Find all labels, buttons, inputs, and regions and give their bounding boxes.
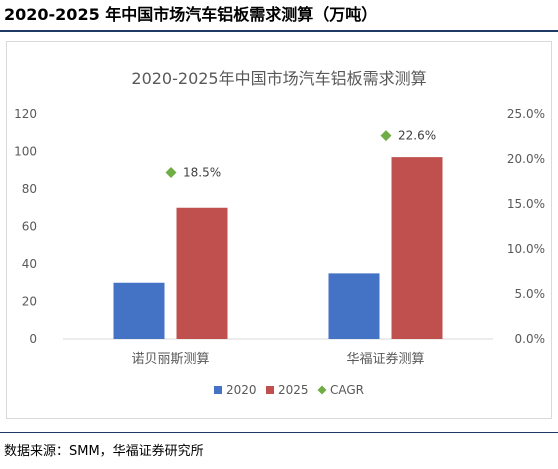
right-tick-label: 0.0%: [515, 332, 546, 346]
right-tick-label: 5.0%: [515, 287, 546, 301]
category-label: 诺贝丽斯测算: [131, 352, 209, 367]
left-tick-label: 60: [22, 220, 37, 234]
legend-swatch-2025: [266, 386, 274, 394]
bar-2025: [176, 207, 228, 339]
chart-svg: 2020-2025年中国市场汽车铝板需求测算 0 20 40 60 80 100 120 0…: [14, 69, 545, 397]
legend-label: CAGR: [330, 383, 364, 397]
category-labels: 诺贝丽斯测算 华福证券测算: [131, 351, 424, 367]
bar-2025: [391, 157, 443, 339]
bar-2020: [328, 273, 380, 339]
category-label: 华福证券测算: [346, 351, 424, 367]
right-tick-label: 20.0%: [507, 152, 545, 166]
bar-2020: [113, 282, 165, 339]
left-tick-label: 80: [22, 182, 37, 196]
heading-rule: [0, 30, 558, 32]
cagr-marker: [380, 130, 392, 142]
bars: [113, 157, 443, 339]
cagr-markers: 18.5% 22.6%: [165, 129, 436, 180]
legend-label: 2020: [226, 383, 257, 397]
right-tick-label: 15.0%: [507, 197, 545, 211]
legend-swatch-cagr: [317, 385, 327, 395]
legend-label: 2025: [278, 383, 309, 397]
legend-swatch-2020: [214, 386, 222, 394]
chart-title: 2020-2025年中国市场汽车铝板需求测算: [131, 69, 426, 88]
right-tick-label: 10.0%: [507, 242, 545, 256]
page-heading: 2020-2025 年中国市场汽车铝板需求测算（万吨）: [4, 5, 378, 24]
cagr-data-label: 18.5%: [183, 166, 221, 180]
legend: 2020 2025 CAGR: [214, 383, 364, 397]
left-axis: 0 20 40 60 80 100 120: [14, 107, 37, 346]
left-tick-label: 20: [22, 295, 37, 309]
source-rule: [0, 432, 558, 433]
left-tick-label: 40: [22, 257, 37, 271]
right-axis: 0.0% 5.0% 10.0% 15.0% 20.0% 25.0%: [507, 107, 545, 346]
cagr-data-label: 22.6%: [398, 129, 436, 143]
chart-frame: 2020-2025年中国市场汽车铝板需求测算 0 20 40 60 80 100 120 0…: [6, 41, 552, 419]
source-note: 数据来源：SMM，华福证券研究所: [4, 444, 204, 459]
cagr-marker: [165, 167, 177, 178]
right-tick-label: 25.0%: [507, 107, 545, 121]
left-tick-label: 100: [14, 145, 37, 159]
left-tick-label: 0: [29, 332, 37, 346]
left-tick-label: 120: [14, 107, 37, 121]
